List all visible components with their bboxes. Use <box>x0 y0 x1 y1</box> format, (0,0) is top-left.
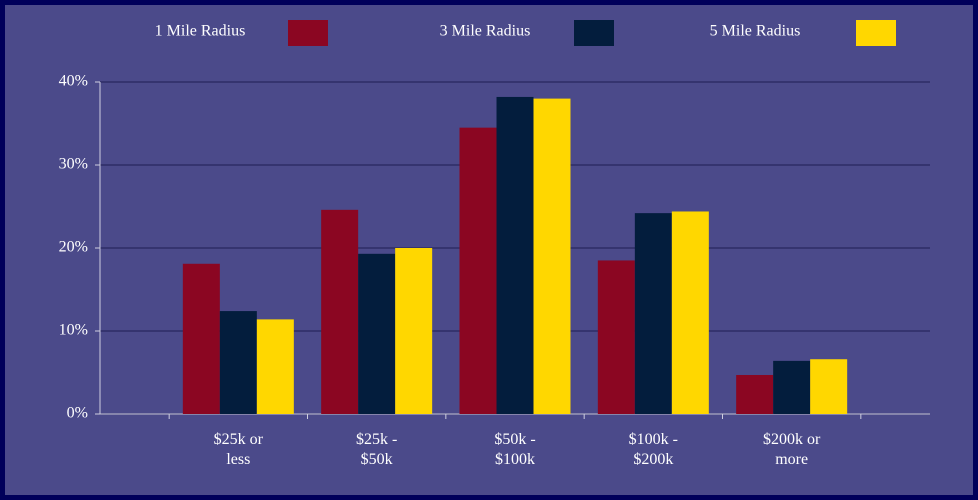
x-tick-label: $50k -$100k <box>494 431 535 468</box>
bar <box>459 127 497 415</box>
y-tick-label: 20% <box>59 239 88 256</box>
y-tick-label: 40% <box>59 73 88 90</box>
legend-swatch <box>574 20 614 46</box>
legend-label: 3 Mile Radius <box>440 23 531 40</box>
x-tick-label: $200k or more <box>763 431 821 468</box>
x-tick-label: $25k -$50k <box>356 431 397 468</box>
bar <box>358 253 396 414</box>
bar <box>219 311 257 414</box>
y-tick-label: 0% <box>67 405 88 422</box>
bar <box>182 263 220 414</box>
bar <box>597 260 635 414</box>
bar <box>496 96 534 414</box>
bar <box>810 359 848 414</box>
bar <box>736 374 774 414</box>
bar <box>533 98 571 414</box>
bar <box>321 209 359 414</box>
bar <box>773 360 811 414</box>
bar <box>256 319 294 414</box>
bar <box>395 248 433 414</box>
legend-label: 5 Mile Radius <box>710 23 801 40</box>
legend-swatch <box>288 20 328 46</box>
legend-label: 1 Mile Radius <box>155 23 246 40</box>
bar <box>634 213 672 414</box>
y-tick-label: 30% <box>59 156 88 173</box>
x-tick-label: $100k -$200k <box>629 431 678 468</box>
legend-swatch <box>856 20 896 46</box>
x-tick-label: $25k or less <box>214 431 264 468</box>
y-tick-label: 10% <box>59 322 88 339</box>
bar <box>671 211 709 414</box>
